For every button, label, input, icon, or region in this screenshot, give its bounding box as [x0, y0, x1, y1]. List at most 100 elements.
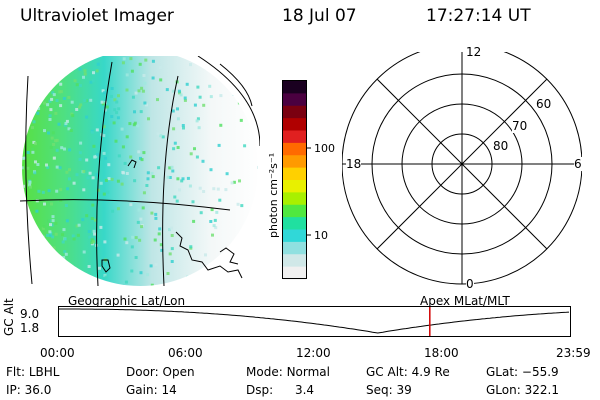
emission-pixel — [63, 237, 67, 241]
emission-pixel — [70, 100, 74, 104]
emission-pixel — [74, 60, 78, 64]
emission-pixel — [87, 230, 91, 233]
emission-pixel — [49, 145, 53, 149]
emission-pixel — [121, 145, 125, 149]
emission-pixel — [60, 146, 64, 150]
emission-pixel — [186, 176, 190, 180]
gc-alt-value: 4.9 Re — [411, 365, 450, 379]
emission-pixel — [87, 280, 91, 284]
emission-pixel — [94, 154, 98, 158]
emission-pixel — [139, 217, 143, 221]
emission-pixel — [129, 57, 133, 61]
emission-pixel — [33, 171, 37, 175]
emission-pixel — [193, 103, 197, 107]
lat-lon-grid — [20, 56, 260, 286]
emission-pixel — [199, 211, 203, 215]
emission-pixel — [131, 95, 135, 99]
timeline-y-tick-high: 9.0 — [20, 307, 40, 321]
colorbar-segment — [283, 192, 306, 206]
coastline — [101, 159, 243, 279]
emission-pixel — [92, 229, 96, 233]
polar-label-60: 60 — [536, 97, 552, 111]
emission-pixel — [64, 252, 68, 256]
glon-info: GLon: 322.1 — [486, 383, 559, 397]
polar-plot — [342, 52, 582, 285]
gc-alt-info: GC Alt: 4.9 Re — [366, 365, 450, 379]
emission-pixel — [192, 219, 196, 223]
emission-pixel — [198, 186, 202, 190]
polar-label-18: 18 — [346, 157, 362, 171]
emission-pixel — [156, 98, 159, 102]
door-value: Open — [162, 365, 195, 379]
door-label: Door: — [126, 365, 159, 379]
emission-pixel — [191, 200, 195, 204]
emission-pixel — [24, 72, 28, 76]
emission-pixel — [134, 236, 138, 240]
emission-pixel — [99, 225, 103, 229]
emission-pixel — [39, 269, 43, 272]
emission-pixel — [133, 121, 137, 125]
emission-pixel — [195, 119, 199, 123]
emission-pixel — [216, 283, 220, 286]
emission-pixel — [115, 111, 119, 115]
emission-pixel — [52, 143, 56, 146]
colorbar-segment — [283, 266, 306, 280]
emission-pixel — [101, 282, 104, 286]
emission-pixel — [99, 181, 103, 185]
emission-pixel — [36, 79, 40, 83]
emission-pixel — [23, 240, 27, 244]
emission-pixel — [65, 219, 69, 223]
emission-pixel — [54, 62, 58, 66]
emission-pixel — [146, 177, 150, 181]
emission-pixel — [61, 233, 64, 237]
emission-pixel — [90, 283, 94, 286]
emission-pixel — [203, 64, 207, 68]
emission-pixel — [136, 124, 140, 128]
emission-pixel — [65, 277, 69, 281]
emission-pixel — [83, 69, 87, 73]
emission-pixel — [225, 252, 228, 256]
emission-pixel — [42, 225, 46, 229]
emission-pixel — [145, 103, 148, 107]
emission-pixel — [82, 75, 85, 79]
emission-pixel — [193, 147, 196, 151]
emission-pixel — [107, 177, 111, 181]
emission-pixel — [54, 232, 58, 236]
emission-pixel — [117, 154, 121, 158]
emission-pixel — [35, 209, 39, 213]
emission-pixel — [168, 252, 172, 256]
emission-pixel — [34, 142, 37, 146]
instrument-title: Ultraviolet Imager — [20, 6, 174, 26]
emission-pixel — [67, 95, 71, 99]
emission-pixel — [22, 72, 24, 76]
mode-label: Mode: — [246, 365, 283, 379]
emission-pixel — [159, 78, 163, 82]
emission-pixel — [54, 139, 58, 143]
emission-pixel — [26, 69, 30, 73]
emission-pixel — [38, 262, 42, 266]
emission-pixel — [180, 179, 184, 183]
emission-pixel — [178, 188, 181, 192]
colorbar-tick-10: 10 — [314, 229, 328, 242]
emission-pixel — [90, 130, 94, 134]
emission-pixel — [117, 94, 120, 98]
emission-pixel — [46, 165, 50, 169]
emission-pixel — [49, 266, 53, 270]
emission-pixel — [154, 212, 158, 216]
emission-pixel — [31, 221, 35, 225]
emission-pixel — [122, 57, 126, 61]
emission-pixel — [150, 171, 154, 175]
polar-label-0: 0 — [466, 277, 474, 291]
emission-pixel — [219, 94, 223, 98]
emission-pixel — [141, 89, 145, 93]
emission-pixel — [130, 245, 134, 249]
emission-pixel — [49, 234, 53, 237]
emission-pixel — [36, 111, 40, 115]
emission-pixel — [45, 70, 49, 74]
emission-pixel — [50, 61, 54, 65]
timeline-x-tick-0600: 06:00 — [168, 346, 203, 360]
emission-pixel — [50, 202, 53, 206]
emission-pixel — [115, 100, 119, 104]
emission-pixel — [240, 204, 244, 208]
emission-pixel — [68, 177, 71, 181]
